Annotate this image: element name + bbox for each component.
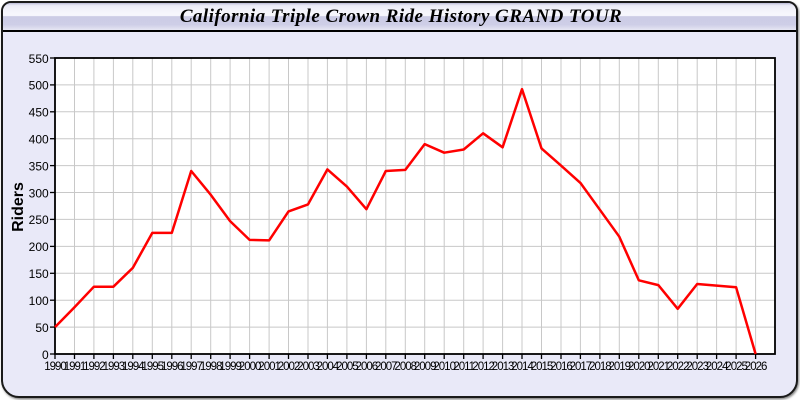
svg-text:1990: 1990 [44,361,66,373]
svg-text:1992: 1992 [83,361,105,373]
svg-text:2004: 2004 [317,361,340,373]
svg-text:450: 450 [29,106,49,120]
svg-text:2010: 2010 [433,361,455,373]
svg-text:2009: 2009 [414,361,436,373]
svg-text:50: 50 [35,321,49,335]
svg-text:2005: 2005 [336,361,358,373]
svg-text:2014: 2014 [511,361,534,373]
svg-text:2000: 2000 [239,361,261,373]
svg-text:2013: 2013 [492,361,514,373]
svg-text:1991: 1991 [64,361,86,373]
svg-text:2022: 2022 [667,361,689,373]
svg-text:1993: 1993 [103,361,125,373]
svg-text:1998: 1998 [200,361,222,373]
svg-text:0: 0 [42,348,49,362]
svg-text:1995: 1995 [142,361,164,373]
svg-text:2015: 2015 [531,361,553,373]
svg-text:2002: 2002 [278,361,300,373]
svg-text:2001: 2001 [258,361,280,373]
svg-text:1996: 1996 [161,361,183,373]
svg-text:2021: 2021 [648,361,670,373]
svg-text:2016: 2016 [550,361,572,373]
svg-text:2017: 2017 [570,361,592,373]
svg-text:2006: 2006 [356,361,378,373]
svg-text:100: 100 [29,294,49,308]
svg-text:350: 350 [29,159,49,173]
svg-text:400: 400 [29,133,49,147]
svg-text:2019: 2019 [609,361,631,373]
svg-text:2026: 2026 [745,361,767,373]
svg-text:2024: 2024 [706,361,729,373]
svg-text:500: 500 [29,79,49,93]
svg-text:200: 200 [29,240,49,254]
svg-text:2011: 2011 [453,361,474,373]
svg-text:300: 300 [29,186,49,200]
svg-text:2023: 2023 [686,361,708,373]
svg-text:2003: 2003 [297,361,319,373]
svg-text:2025: 2025 [725,361,747,373]
svg-text:Riders: Riders [10,182,27,232]
svg-text:2008: 2008 [395,361,417,373]
svg-text:2007: 2007 [375,361,397,373]
svg-text:1997: 1997 [180,361,202,373]
svg-text:1994: 1994 [122,361,145,373]
svg-text:2020: 2020 [628,361,650,373]
svg-text:250: 250 [29,213,49,227]
svg-text:2018: 2018 [589,361,611,373]
svg-text:1999: 1999 [219,361,241,373]
svg-text:2012: 2012 [472,361,494,373]
svg-text:550: 550 [29,52,49,66]
svg-text:150: 150 [29,267,49,281]
